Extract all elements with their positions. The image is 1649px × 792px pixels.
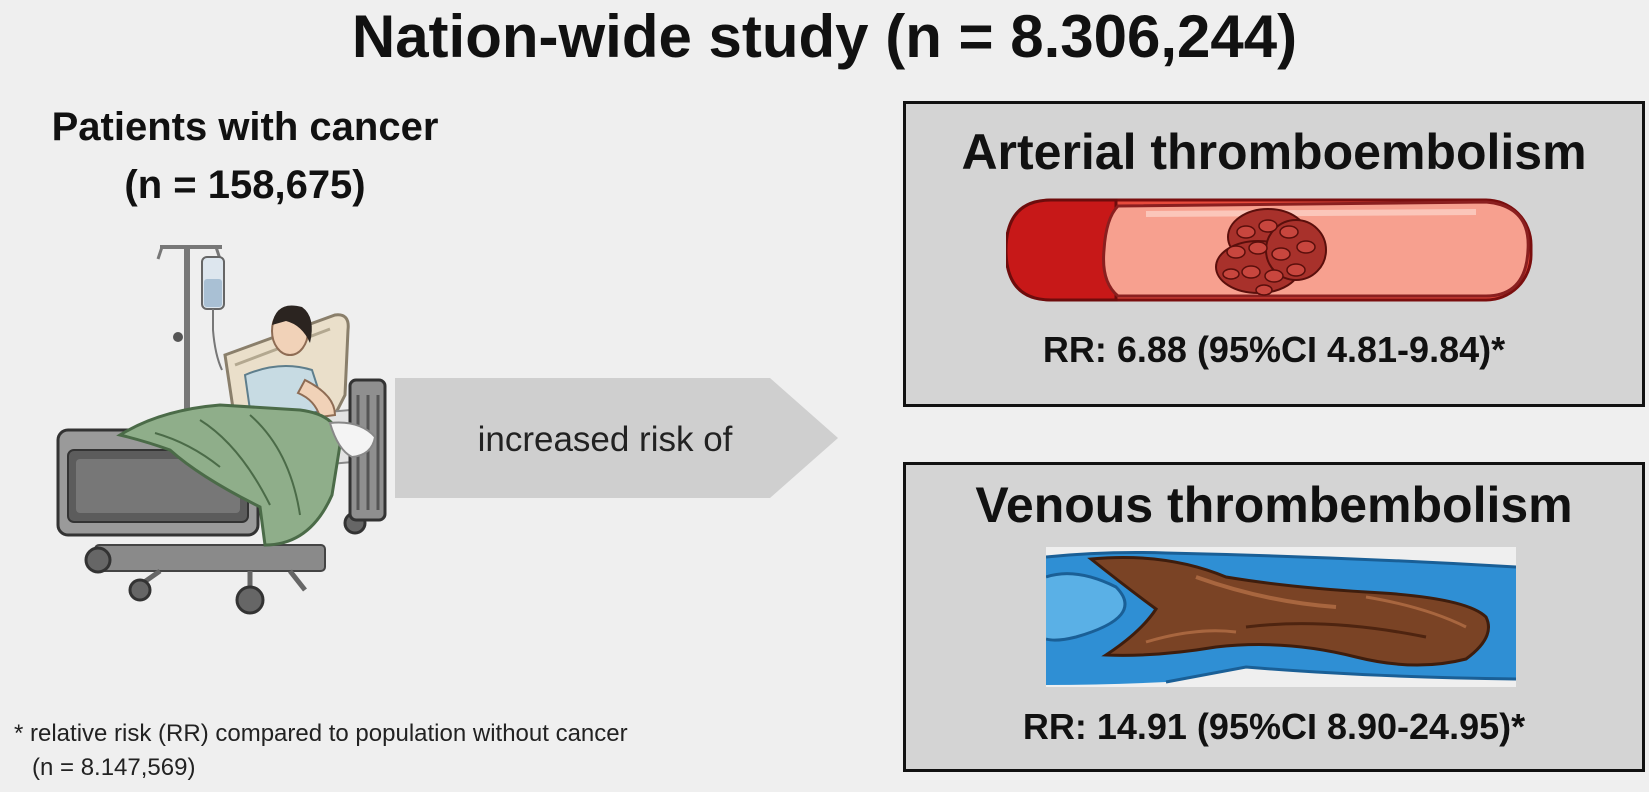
venous-thromboembolism-panel: Venous thrombembolism RR: 14.91 (95%CI 8…	[903, 462, 1645, 772]
patient-in-hospital-bed-icon	[56, 245, 387, 615]
arterial-thromboembolism-panel: Arterial thromboembolism RR	[903, 101, 1645, 407]
venous-relative-risk: RR: 14.91 (95%CI 8.90-24.95)*	[1022, 706, 1526, 747]
patient-group-count: (n = 158,675)	[124, 163, 366, 207]
arterial-relative-risk: RR: 6.88 (95%CI 4.81-9.84)*	[1042, 329, 1506, 370]
risk-arrow	[395, 378, 838, 498]
patient-group-name: Patients with cancer	[51, 105, 439, 149]
main-title: Nation-wide study (n = 8.306,244)	[351, 3, 1298, 70]
footnote-line-1: * relative risk (RR) compared to populat…	[14, 720, 628, 747]
arrow-label: increased risk of	[477, 420, 733, 459]
footnote-line-2: (n = 8.147,569)	[32, 754, 196, 781]
patient-group-label: Patients with cancer (n = 158,675)	[0, 98, 490, 214]
artery-with-clot-icon	[1006, 198, 1533, 302]
venous-title: Venous thrombembolism	[975, 477, 1573, 533]
arterial-title: Arterial thromboembolism	[961, 124, 1587, 180]
footnote: * relative risk (RR) compared to populat…	[14, 717, 628, 785]
vein-with-clot-icon	[1046, 547, 1516, 687]
